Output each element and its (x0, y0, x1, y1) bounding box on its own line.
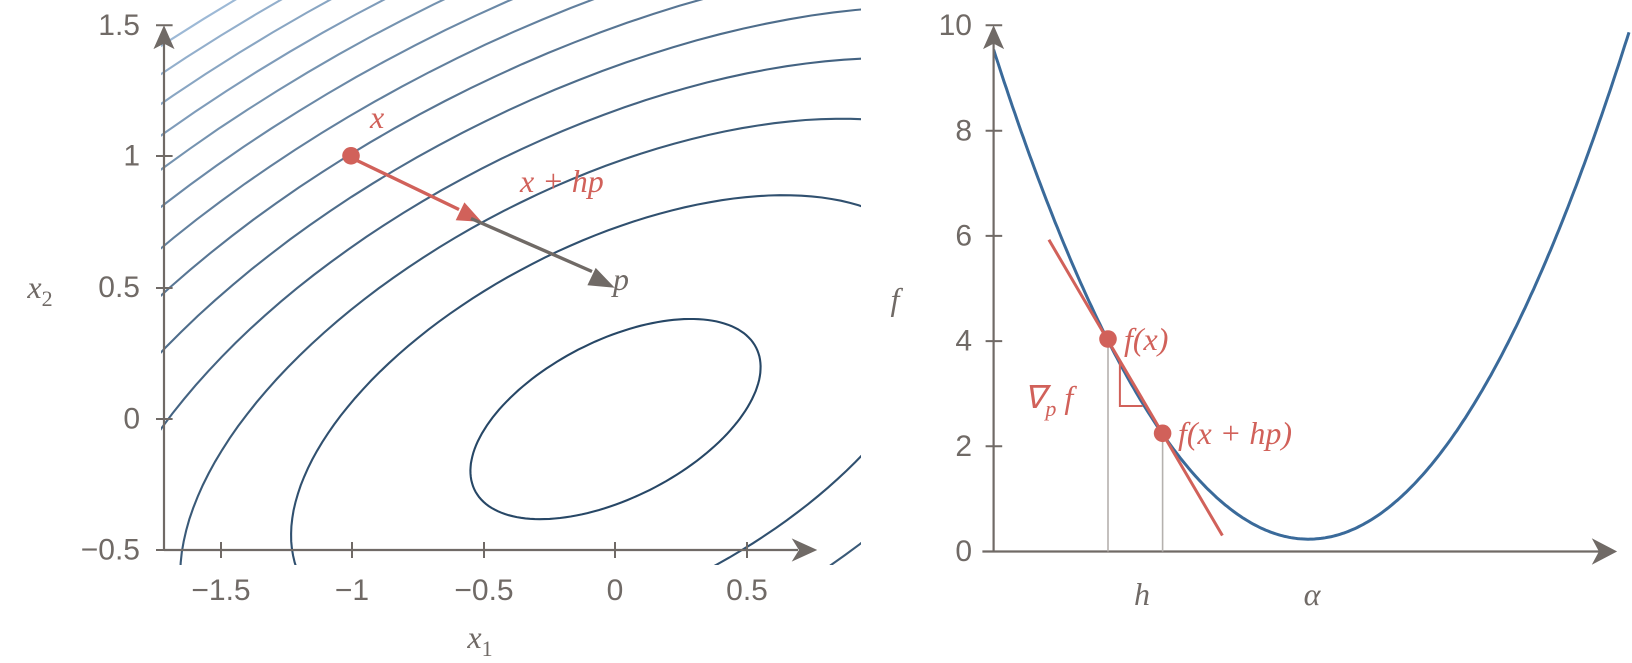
svg-text:2: 2 (955, 430, 972, 463)
svg-text:0.5: 0.5 (726, 574, 768, 607)
svg-text:f(x): f(x) (1124, 321, 1168, 357)
svg-text:α: α (1304, 576, 1322, 612)
svg-text:−1.5: −1.5 (191, 574, 250, 607)
svg-text:0.5: 0.5 (98, 271, 140, 304)
svg-text:4: 4 (955, 325, 972, 358)
svg-text:−0.5: −0.5 (81, 534, 140, 567)
svg-text:1: 1 (123, 140, 140, 173)
svg-text:p: p (611, 261, 629, 297)
svg-text:1.5: 1.5 (98, 9, 140, 42)
svg-text:x: x (369, 99, 384, 135)
svg-text:−1: −1 (335, 574, 369, 607)
svg-text:0: 0 (123, 403, 140, 436)
svg-text:0: 0 (607, 574, 624, 607)
svg-text:x + hp: x + hp (519, 163, 604, 199)
svg-text:10: 10 (939, 9, 972, 42)
svg-text:f(x + hp): f(x + hp) (1178, 415, 1292, 451)
svg-text:8: 8 (955, 115, 972, 148)
svg-text:−0.5: −0.5 (454, 574, 513, 607)
svg-text:0: 0 (955, 535, 972, 568)
svg-text:6: 6 (955, 220, 972, 253)
svg-text:h: h (1134, 576, 1150, 612)
